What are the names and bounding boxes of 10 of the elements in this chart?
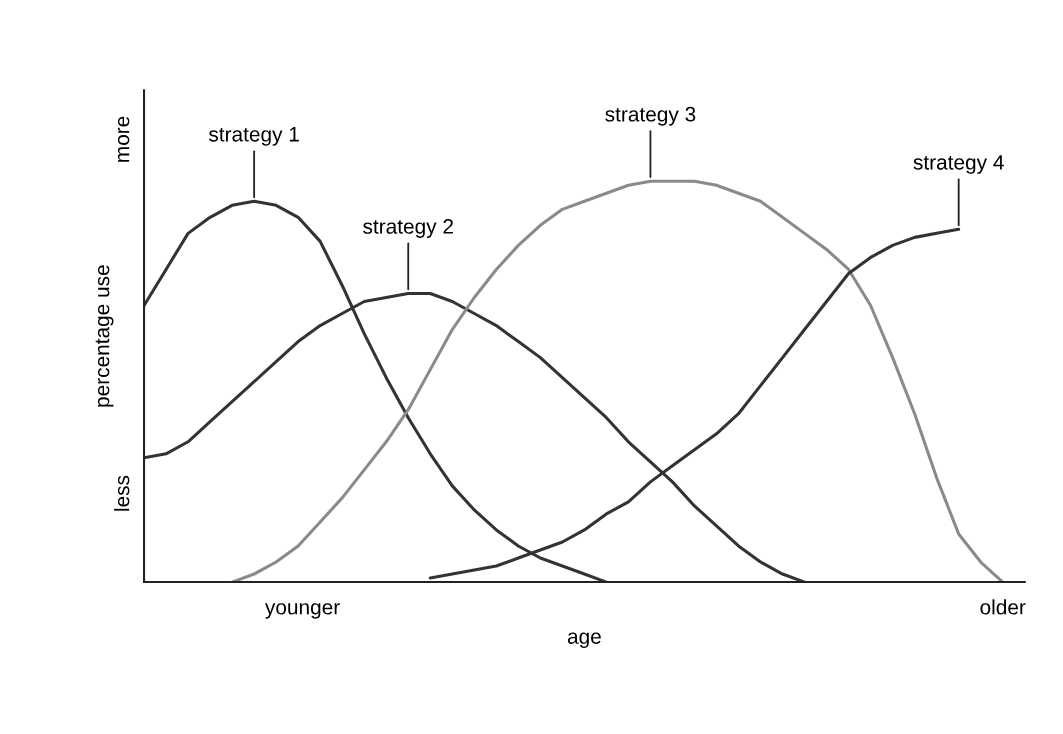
- text: less: [114, 475, 130, 511]
- text: younger: [264, 603, 340, 619]
- text: strategy 2: [363, 219, 453, 238]
- text: strategy 1: [208, 127, 299, 146]
- x-axis-title: age: [567, 632, 601, 649]
- y-axis-title: percentage use: [95, 265, 114, 407]
- text: older: [980, 599, 1026, 615]
- text: more: [117, 116, 130, 162]
- text: strategy 4: [913, 155, 1004, 174]
- text: strategy 3: [605, 106, 696, 126]
